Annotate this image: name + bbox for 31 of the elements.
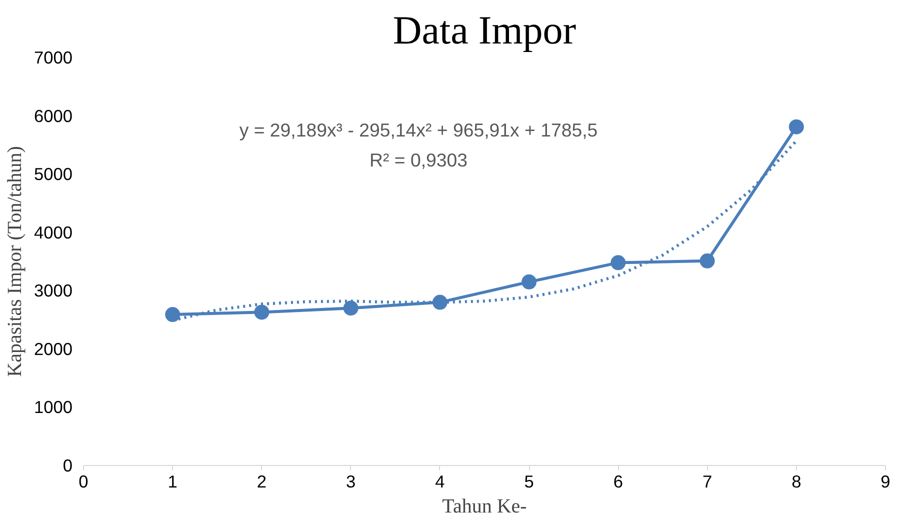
annotation: R² = 0,9303	[369, 150, 468, 170]
x-tick-label: 0	[78, 472, 88, 492]
point	[700, 253, 715, 268]
y-tick-label: 0	[62, 456, 73, 476]
y-tick-label: 1000	[34, 397, 73, 418]
point	[432, 294, 448, 310]
x-tick-label: 1	[168, 472, 178, 492]
point	[610, 255, 626, 270]
point	[254, 304, 270, 320]
x-tick-label: 4	[435, 472, 446, 492]
chart-title: Data Impor	[392, 8, 576, 52]
x-tick-label: 5	[524, 472, 534, 492]
x-tick-label: 7	[702, 472, 712, 492]
y-tick-label: 3000	[34, 280, 73, 301]
point	[788, 119, 804, 134]
y-axis-title: Kapasitas Impor (Ton/tahun)	[4, 146, 26, 377]
y-tick-label: 6000	[34, 106, 73, 126]
y-tick-label: 2000	[34, 338, 73, 359]
point	[165, 307, 180, 322]
y-tick-label: 4000	[34, 222, 73, 242]
x-tick-label: 8	[792, 472, 802, 492]
point	[343, 300, 358, 316]
x-tick-label: 2	[256, 472, 267, 492]
x-tick-label: 3	[346, 472, 356, 492]
x-axis-title: Tahun Ke-	[442, 496, 527, 518]
x-tick-label: 6	[613, 472, 623, 492]
x-tick-label: 9	[880, 472, 890, 492]
y-tick-label: 5000	[34, 164, 73, 184]
annotation: y = 29,189x³ - 295,14x² + 965,91x + 1785,5	[239, 120, 598, 140]
point	[522, 274, 537, 290]
y-tick-label: 7000	[34, 48, 73, 68]
